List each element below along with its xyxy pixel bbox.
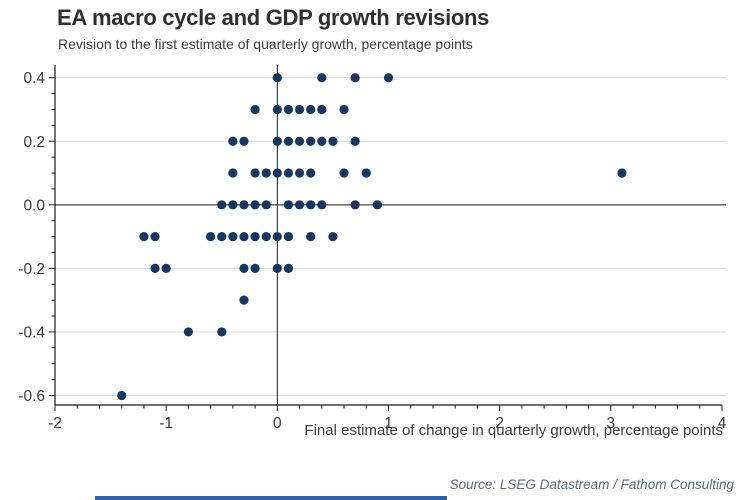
chart-title: EA macro cycle and GDP growth revisions [57,5,490,30]
data-point [239,200,249,210]
data-point [250,104,260,115]
x-tick-label: 2 [495,415,504,432]
y-tick-label: -0.4 [18,324,45,341]
data-point [294,136,305,146]
brand-accent-bar [95,496,447,500]
data-point [328,231,338,242]
x-axis-label: Final estimate of change in quarterly gr… [304,422,723,439]
y-tick-label: 0.2 [23,134,45,151]
data-point [283,104,294,115]
data-point [306,104,316,115]
source-credit: Source: LSEG Datastream / Fathom Consult… [449,477,734,492]
y-tick-label: -0.2 [18,261,45,278]
data-point [239,263,249,273]
x-tick-label: 4 [718,415,727,432]
data-point [383,73,394,83]
x-tick-label: 0 [273,415,282,432]
data-point [261,168,271,178]
data-point [161,263,171,273]
x-tick-label: 3 [607,415,616,432]
x-tick-label: -1 [159,415,173,432]
y-tick-label: 0.0 [23,197,45,214]
data-point [228,231,238,242]
data-point [150,263,160,273]
data-point [228,200,238,210]
data-point [250,263,260,273]
data-point [339,168,349,178]
data-point [306,168,316,178]
data-point [272,231,282,242]
data-point [317,104,327,115]
data-point [361,168,371,178]
data-point [283,263,294,273]
data-point [294,104,305,115]
data-point [217,200,227,210]
data-point [217,327,227,337]
data-point [261,200,271,210]
data-point [228,168,238,178]
data-point [306,200,316,210]
data-point [250,231,260,242]
data-point [306,136,316,146]
y-tick-label: 0.4 [23,70,45,87]
data-point [117,390,127,401]
data-point [272,104,282,115]
data-point [239,231,249,242]
data-point [183,327,193,337]
data-point [317,136,327,146]
data-point [150,231,160,242]
data-point [261,231,271,242]
data-point [350,200,360,210]
data-point [617,168,627,178]
data-point [294,168,305,178]
data-point [206,231,216,242]
data-point [283,168,294,178]
chart-subtitle: Revision to the first estimate of quarte… [58,36,473,52]
data-point [317,200,327,210]
data-point [239,136,249,146]
data-point [139,231,149,242]
y-tick-label: -0.6 [18,388,45,405]
data-point [228,136,238,146]
data-point [372,200,382,210]
data-point [283,136,294,146]
data-point [294,200,305,210]
data-point [350,73,360,83]
data-point [217,231,227,242]
data-point [272,136,282,146]
data-point [272,168,282,178]
data-point [283,200,294,210]
x-tick-label: -2 [48,415,62,432]
data-point [350,136,360,146]
data-point [283,231,294,242]
x-tick-label: 1 [384,415,393,432]
data-point [250,200,260,210]
data-point [272,263,282,273]
data-point [250,168,260,178]
data-point [239,295,249,305]
data-point [339,104,349,115]
data-point [328,136,338,146]
data-point [272,73,282,83]
data-point [317,73,327,83]
data-point [306,231,316,242]
